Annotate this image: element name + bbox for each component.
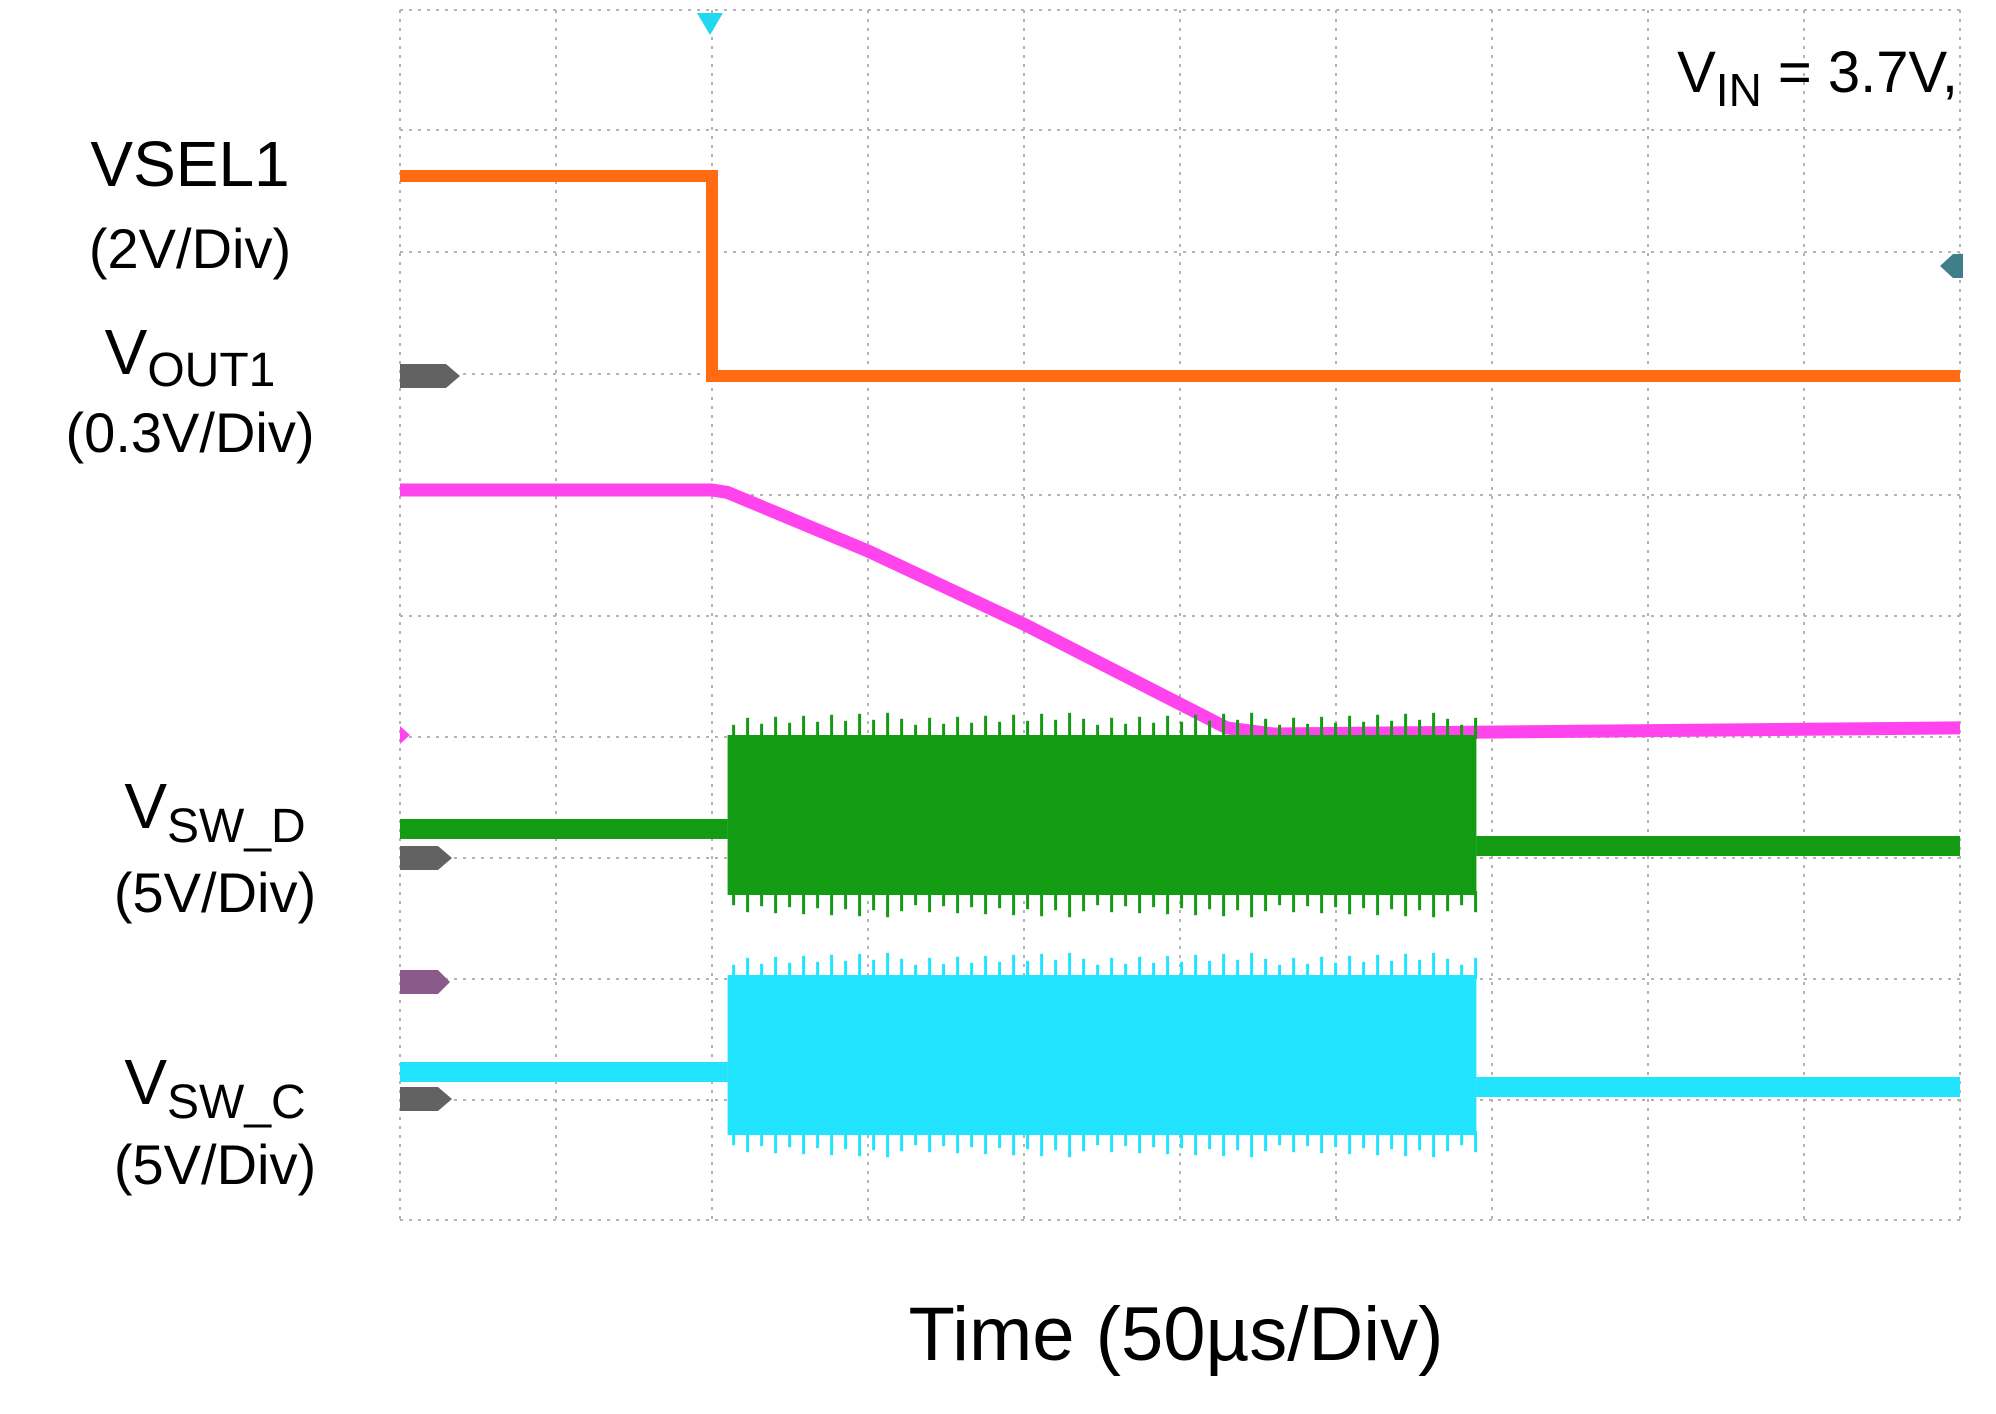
vsw-d-switching-burst [727, 735, 1477, 895]
vsel1-ground-marker [400, 364, 460, 388]
vout1-scale-label: (0.3V/Div) [66, 401, 315, 464]
trace-layer [400, 170, 1961, 1158]
vout1-offset-marker [400, 726, 410, 744]
vsw-c-switching-burst [727, 975, 1477, 1135]
vout1-ground-marker [400, 970, 450, 994]
vsw-d-scale-label: (5V/Div) [114, 861, 316, 924]
vsw-c-label: VSW_C [124, 1046, 305, 1129]
vsw-c-scale-label: (5V/Div) [114, 1133, 316, 1196]
axis-labels: VSEL1 (2V/Div) VOUT1 (0.3V/Div) VSW_D (5… [66, 40, 1958, 1377]
vsw-d-ground-marker [400, 846, 452, 870]
vin-annotation: VIN = 3.7V, [1677, 40, 1958, 116]
x-axis-label: Time (50µs/Div) [908, 1292, 1443, 1377]
vsw-c-ringing [732, 952, 1478, 1158]
vout1-label: VOUT1 [105, 316, 276, 397]
vsel1-label: VSEL1 [90, 128, 289, 200]
vsel1-trace [400, 170, 1960, 382]
trigger-marker [697, 13, 723, 35]
vsw-d-label: VSW_D [124, 770, 305, 853]
vsel1-scale-label: (2V/Div) [89, 217, 291, 280]
channel-markers [400, 13, 1963, 1111]
vsw-d-ringing [732, 712, 1478, 918]
trigger-level-marker [1940, 254, 1963, 278]
vsw-c-ground-marker [400, 1087, 452, 1111]
vout1-trace [400, 483, 1961, 741]
